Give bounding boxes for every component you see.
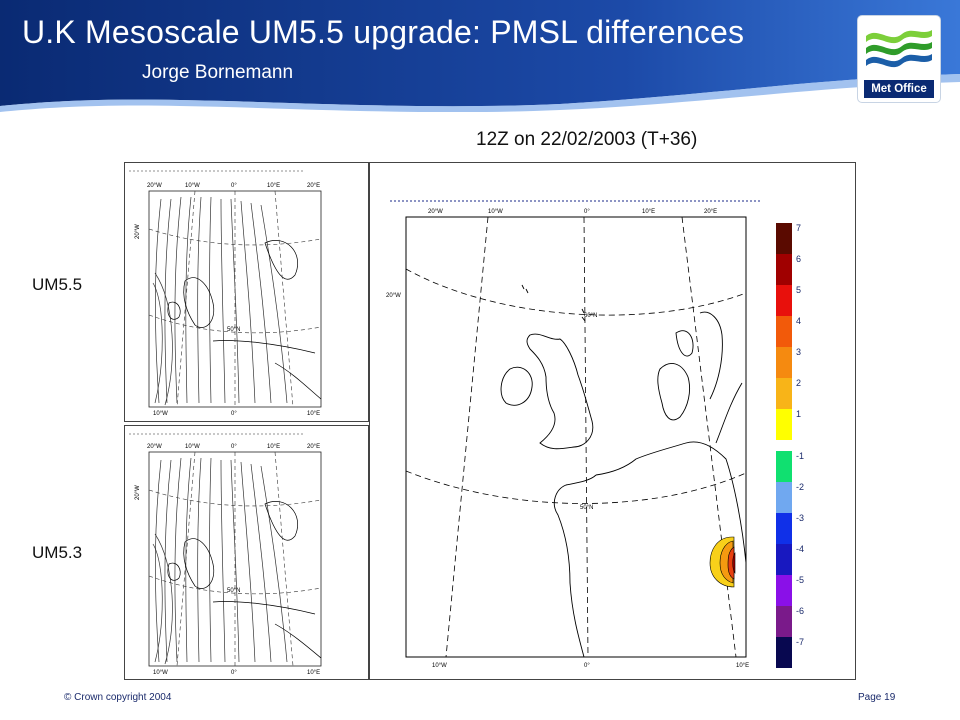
lon-label: 10°E [307, 411, 320, 417]
lon-label: 10°W [185, 444, 200, 450]
lat-label: 50°N [580, 505, 593, 511]
lon-label: 10°W [153, 670, 168, 676]
colorbar-negative-label: -7 [796, 637, 804, 647]
colorbar-positive-swatch [776, 285, 792, 316]
lon-label: 10°W [432, 663, 447, 669]
lon-label: 0° [231, 444, 237, 450]
logo-text: Met Office [864, 80, 934, 98]
colorbar-positive-swatch [776, 254, 792, 285]
colorbar-positive-swatch [776, 316, 792, 347]
colorbar-negative-swatch [776, 544, 792, 575]
lon-label: 20°W [147, 444, 162, 450]
lon-label: 0° [231, 670, 237, 676]
lon-label: 10°W [153, 411, 168, 417]
lon-label: 10°E [307, 670, 320, 676]
lon-label: 20°E [307, 444, 320, 450]
colorbar-negative-label: -6 [796, 606, 804, 616]
colorbar-negative-label: -5 [796, 575, 804, 585]
lon-label: 0° [584, 209, 590, 215]
lat-label: 20°W [135, 485, 141, 500]
lat-label: 50°N [227, 588, 240, 594]
lon-label: 0° [231, 411, 237, 417]
colorbar-negative-swatch [776, 575, 792, 606]
colorbar-positive-swatch [776, 347, 792, 378]
colorbar-positive-swatch [776, 378, 792, 409]
colorbar-negative-swatch [776, 451, 792, 482]
colorbar-positive-label: 7 [796, 223, 801, 233]
colorbar-positive-label: 3 [796, 347, 801, 357]
colorbar-positive-label: 5 [796, 285, 801, 295]
page-number: Page 19 [858, 692, 896, 703]
lon-label: 20°E [307, 183, 320, 189]
header-banner [0, 0, 960, 112]
lon-label: 10°W [488, 209, 503, 215]
lat-label: 60°N [584, 313, 597, 319]
colorbar-positive-label: 4 [796, 316, 801, 326]
lon-label: 0° [231, 183, 237, 189]
panel-label-um55: UM5.5 [32, 275, 83, 294]
lon-label: 20°E [704, 209, 717, 215]
colorbar-positive-swatch [776, 223, 792, 254]
colorbar-positive-label: 2 [796, 378, 801, 388]
colorbar-negative-swatch [776, 637, 792, 668]
colorbar-negative-label: -4 [796, 544, 804, 554]
colorbar-negative-swatch [776, 513, 792, 544]
waves-icon [866, 30, 932, 68]
colorbar-positive-label: 1 [796, 409, 801, 419]
lon-label: 10°E [736, 663, 749, 669]
colorbar: 7 6 5 4 3 2 1 -1 -2 -3 -4 -5 -6 -7 [776, 223, 804, 668]
colorbar-negative-swatch [776, 482, 792, 513]
map-panel-um55: 20°W 10°W 0° 10°E 20°E 10°W 0° 10°E 20°W… [124, 162, 369, 422]
lon-label: 20°W [428, 209, 443, 215]
panel-label-um53: UM5.3 [32, 543, 83, 562]
lon-label: 20°W [147, 183, 162, 189]
lat-label: 20°W [386, 293, 401, 299]
lon-label: 10°W [185, 183, 200, 189]
forecast-time-label: 12Z on 22/02/2003 (T+36) [476, 129, 698, 150]
lon-label: 10°E [267, 444, 280, 450]
met-office-logo: Met Office [858, 16, 940, 102]
lat-label: 20°W [135, 224, 141, 239]
lon-label: 10°E [267, 183, 280, 189]
page-title: U.K Mesoscale UM5.5 upgrade: PMSL differ… [22, 14, 745, 50]
colorbar-negative-swatch [776, 606, 792, 637]
colorbar-negative-label: -3 [796, 513, 804, 523]
map-panel-um53: 20°W 10°W 0° 10°E 20°E 10°W 0° 10°E 20°W… [124, 425, 369, 680]
difference-map-panel: 20°W 10°W 0° 10°E 20°E 10°W 0° 10°E 20°W… [369, 162, 856, 680]
colorbar-negative-label: -2 [796, 482, 804, 492]
copyright-text: © Crown copyright 2004 [64, 692, 172, 703]
author-name: Jorge Bornemann [142, 62, 294, 83]
lon-label: 10°E [642, 209, 655, 215]
colorbar-positive-label: 6 [796, 254, 801, 264]
lat-label: 50°N [227, 327, 240, 333]
lon-label: 0° [584, 663, 590, 669]
colorbar-negative-label: -1 [796, 451, 804, 461]
colorbar-positive-swatch [776, 409, 792, 440]
